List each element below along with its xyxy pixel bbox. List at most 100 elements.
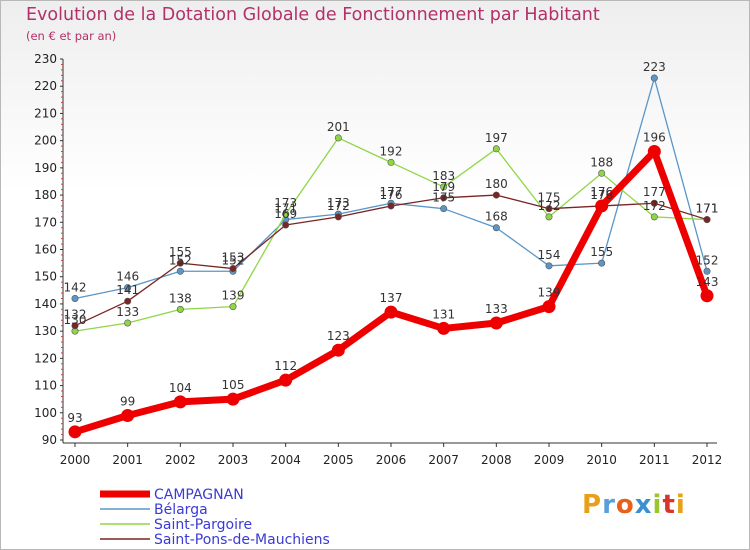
data-point: [647, 145, 661, 159]
data-point: [650, 74, 658, 82]
data-point: [650, 213, 658, 221]
logo-letter: t: [662, 490, 676, 520]
data-point: [440, 194, 448, 202]
data-point: [229, 303, 237, 311]
data-point: [545, 262, 553, 270]
y-tick-label: 100: [34, 406, 57, 420]
x-tick-label: 2007: [428, 453, 459, 467]
data-label: 152: [696, 253, 719, 267]
y-tick-label: 90: [42, 433, 57, 447]
x-tick-label: 2012: [692, 453, 723, 467]
data-label: 139: [222, 289, 245, 303]
chart-title: Evolution de la Dotation Globale de Fonc…: [26, 5, 600, 25]
data-label: 105: [222, 378, 245, 392]
data-point: [440, 183, 448, 191]
y-tick-label: 220: [34, 79, 57, 93]
chart-subtitle: (en € et par an): [26, 29, 117, 43]
data-label: 155: [590, 245, 613, 259]
data-label: 176: [590, 185, 613, 199]
data-point: [545, 213, 553, 221]
data-point: [492, 191, 500, 199]
data-label: 155: [169, 245, 192, 259]
data-label: 183: [432, 169, 455, 183]
data-label: 172: [643, 199, 666, 213]
x-tick-label: 2006: [376, 453, 407, 467]
logo-letter: o: [615, 490, 635, 520]
y-tick-label: 160: [34, 243, 57, 257]
data-label: 153: [222, 251, 245, 265]
data-label: 177: [643, 185, 666, 199]
data-point: [387, 202, 395, 210]
data-label: 154: [538, 248, 561, 262]
x-tick-label: 2011: [639, 453, 670, 467]
data-point: [489, 316, 503, 330]
data-point: [226, 392, 240, 406]
data-point: [387, 158, 395, 166]
y-tick-label: 170: [34, 215, 57, 229]
legend-label: CAMPAGNAN: [154, 487, 244, 503]
data-label: 171: [274, 202, 297, 216]
data-label: 131: [432, 307, 455, 321]
x-tick-label: 2002: [165, 453, 196, 467]
data-point: [437, 321, 451, 335]
data-point: [545, 205, 553, 213]
data-label: 172: [327, 199, 350, 213]
data-label: 171: [696, 202, 719, 216]
x-tick-label: 2009: [534, 453, 565, 467]
data-point: [703, 216, 711, 224]
y-tick-label: 210: [34, 106, 57, 120]
data-point: [173, 395, 187, 409]
y-tick-label: 190: [34, 161, 57, 175]
data-label: 176: [590, 188, 613, 202]
data-point: [703, 267, 711, 275]
data-label: 192: [380, 144, 403, 158]
legend-label: Saint-Pargoire: [154, 517, 252, 533]
data-point: [384, 305, 398, 319]
logo-letter: r: [602, 490, 616, 520]
logo-letter: i: [675, 490, 686, 520]
data-label: 104: [169, 381, 192, 395]
logo-letter: P: [582, 490, 603, 520]
data-label: 112: [274, 359, 297, 373]
y-tick-label: 110: [34, 379, 57, 393]
data-point: [71, 294, 79, 302]
data-point: [492, 224, 500, 232]
data-point: [598, 169, 606, 177]
axes: 90 100 110 120 130 140 150 160 170 180 190 200 210 22…: [34, 52, 722, 467]
data-point: [700, 289, 714, 303]
data-label: 142: [64, 280, 87, 294]
data-label: 123: [327, 329, 350, 343]
data-label: 223: [643, 60, 666, 74]
data-point: [124, 297, 132, 305]
data-point: [124, 319, 132, 327]
data-label: 141: [116, 283, 139, 297]
y-tick-label: 130: [34, 324, 57, 338]
data-label: 146: [116, 270, 139, 284]
data-point: [229, 265, 237, 273]
data-point: [68, 425, 82, 439]
data-label: 188: [590, 155, 613, 169]
data-label: 180: [485, 177, 508, 191]
x-tick-label: 2000: [60, 453, 91, 467]
data-label: 137: [380, 291, 403, 305]
data-point: [542, 300, 556, 314]
data-label: 99: [120, 395, 135, 409]
data-point: [279, 373, 293, 387]
data-label: 173: [274, 196, 297, 210]
x-tick-label: 2005: [323, 453, 354, 467]
x-tick-label: 2003: [218, 453, 249, 467]
data-point: [334, 213, 342, 221]
series-layer: [68, 74, 714, 439]
data-label: 152: [169, 253, 192, 267]
data-point: [176, 267, 184, 275]
data-label: 201: [327, 120, 350, 134]
y-tick-label: 230: [34, 52, 57, 66]
data-label: 139: [538, 286, 561, 300]
data-point: [121, 409, 135, 423]
x-tick-label: 2004: [270, 453, 301, 467]
legend-label: Saint-Pons-de-Mauchiens: [154, 532, 330, 548]
data-label: 175: [538, 191, 561, 205]
